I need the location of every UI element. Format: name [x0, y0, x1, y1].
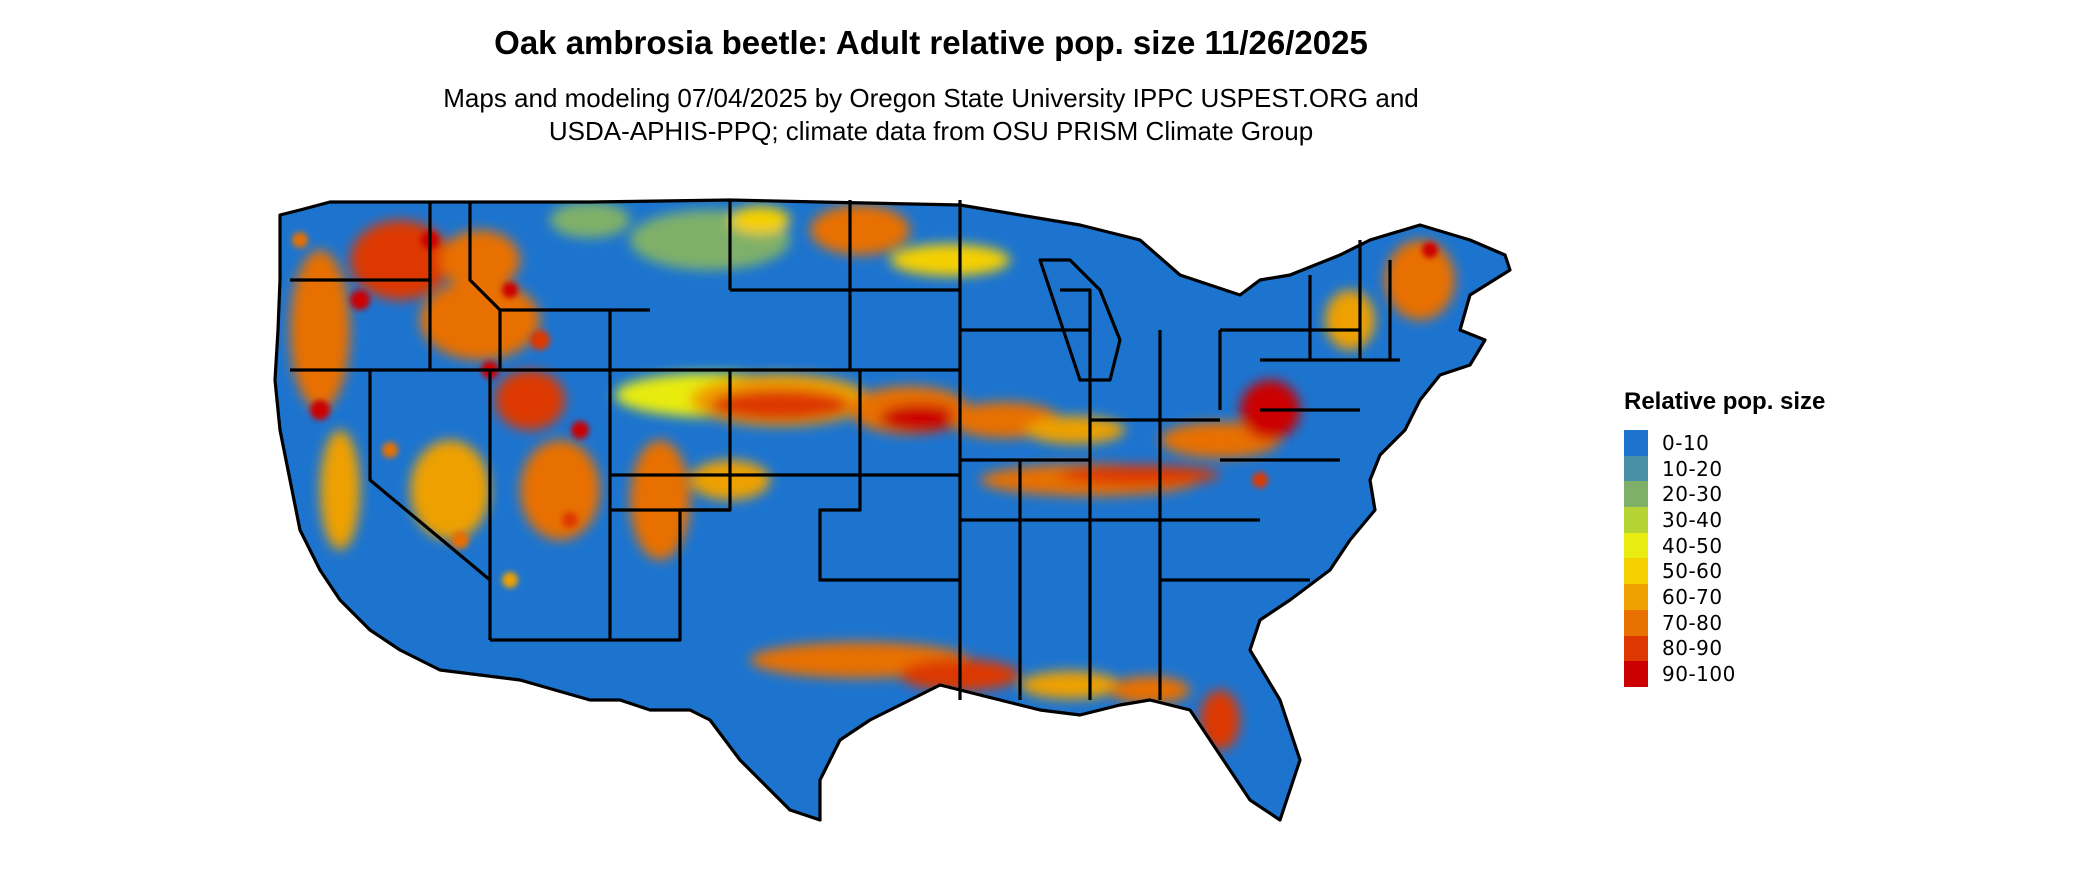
subtitle-line-2: USDA-APHIS-PPQ; climate data from OSU PR…: [548, 116, 1314, 146]
legend-item: 40-50: [1624, 532, 1924, 559]
state-boundaries: [273, 198, 1512, 822]
map-subtitle: Maps and modeling 07/04/2025 by Oregon S…: [0, 82, 1862, 148]
high-pop-zones: [290, 202, 1455, 750]
map-title: Oak ambrosia beetle: Adult relative pop.…: [494, 24, 1368, 61]
legend-label: 20-30: [1662, 482, 1723, 507]
legend-item: 60-70: [1624, 584, 1924, 610]
legend-items: 0-10 10-20 20-30 30-40 40-50 50-60 60-70 70-80 8…: [1624, 430, 1924, 687]
legend-label: 0-10: [1662, 430, 1710, 455]
legend-label: 50-60: [1662, 559, 1723, 584]
legend-item: 80-90: [1624, 635, 1924, 662]
legend-item: 0-10: [1624, 430, 1924, 456]
legend-label: 30-40: [1662, 507, 1723, 532]
legend-item: 20-30: [1624, 481, 1924, 508]
population-layer: [275, 200, 1510, 820]
legend-swatch: [1624, 609, 1648, 636]
legend-label: 60-70: [1662, 584, 1723, 609]
legend: Relative pop. size 0-10 10-20 20-30 30-40 40…: [1624, 388, 1924, 687]
legend-label: 80-90: [1662, 636, 1723, 661]
legend-swatch: [1624, 661, 1648, 687]
legend-label: 40-50: [1662, 533, 1723, 558]
us-map-svg: [273, 198, 1512, 822]
legend-item: 50-60: [1624, 558, 1924, 585]
legend-label: 70-80: [1662, 610, 1723, 635]
legend-swatch: [1624, 507, 1648, 533]
legend-item: 10-20: [1624, 455, 1924, 482]
subtitle-line-1: Maps and modeling 07/04/2025 by Oregon S…: [443, 83, 1419, 113]
legend-swatch: [1624, 558, 1648, 585]
legend-item: 70-80: [1624, 609, 1924, 636]
legend-swatch: [1624, 430, 1648, 456]
legend-title: Relative pop. size: [1624, 388, 1826, 415]
legend-swatch: [1624, 584, 1648, 610]
legend-swatch: [1624, 481, 1648, 508]
legend-swatch: [1624, 635, 1648, 662]
legend-label: 90-100: [1662, 662, 1736, 687]
legend-swatch: [1624, 455, 1648, 482]
us-heat-map: [260, 180, 1600, 890]
legend-item: 90-100: [1624, 661, 1924, 687]
legend-swatch: [1624, 532, 1648, 559]
legend-item: 30-40: [1624, 507, 1924, 533]
legend-label: 10-20: [1662, 456, 1723, 481]
